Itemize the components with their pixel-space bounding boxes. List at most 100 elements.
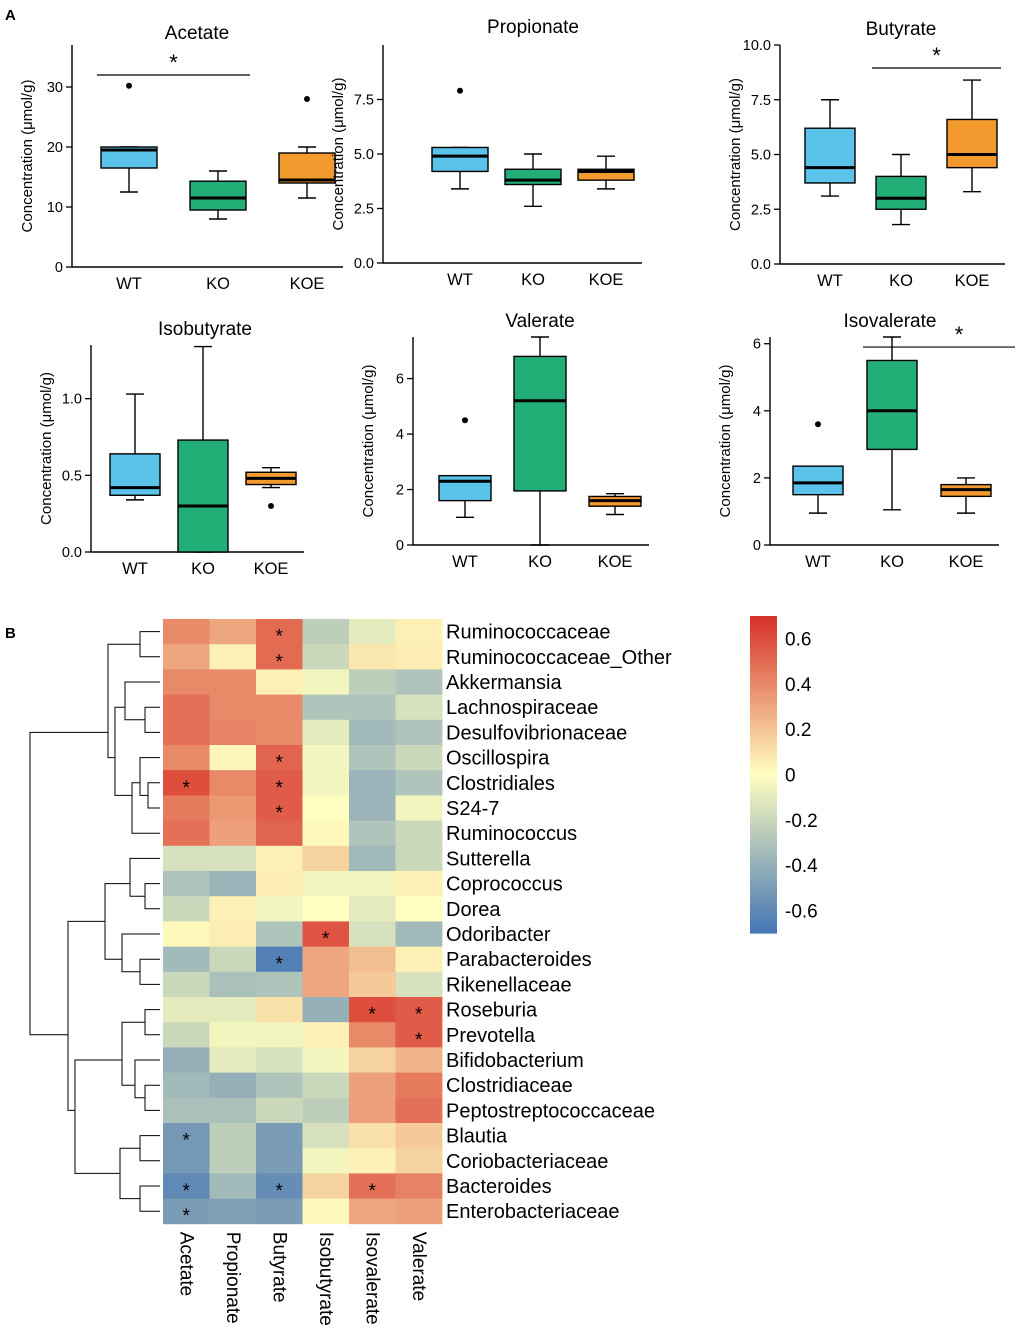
- x-category-label: WT: [452, 553, 478, 571]
- row-label: Peptostreptococcaceae: [446, 1100, 655, 1122]
- box-plot-2: Butyrate 0.0 2.5 5.0 7.5 10.0 Concentration (μ…: [727, 19, 1005, 290]
- y-tick-label: 0.5: [62, 468, 82, 484]
- heatmap-cell: [256, 845, 303, 872]
- outlier-point: [126, 82, 132, 89]
- colorbar-segment: [750, 679, 777, 684]
- heatmap-cell: [349, 770, 396, 796]
- heatmap-cell: [163, 921, 210, 947]
- box-ko: [189, 170, 247, 220]
- heatmap-cell: [163, 1097, 210, 1124]
- colorbar-segment: [750, 644, 777, 649]
- heatmap-cell: [256, 1173, 303, 1199]
- colorbar-segment: [750, 788, 777, 793]
- heatmap-cell: [163, 845, 210, 872]
- colorbar-tick-label: 0.4: [785, 675, 812, 696]
- significance-star: *: [276, 627, 284, 648]
- colorbar-segment: [750, 823, 777, 828]
- chart-title: Acetate: [165, 23, 229, 44]
- colorbar-segment: [750, 725, 777, 730]
- dendrogram-link: [124, 681, 160, 721]
- colorbar-segment: [750, 802, 777, 807]
- heatmap-cell: [349, 871, 396, 897]
- heatmap-cell: [256, 820, 303, 847]
- colorbar-tick-label: 0.6: [785, 630, 811, 651]
- box-wt: [792, 421, 844, 514]
- outlier-point: [457, 87, 463, 94]
- iqr-box: [875, 175, 927, 210]
- iqr-box: [177, 439, 229, 553]
- colorbar-segment: [750, 682, 777, 688]
- colorbar-segment: [750, 700, 777, 705]
- heatmap-cell: [302, 871, 350, 897]
- y-tick-label: 7.5: [751, 93, 771, 109]
- y-tick-label: 20: [47, 140, 63, 156]
- colorbar-segment: [750, 616, 777, 621]
- significance-star: *: [322, 929, 330, 950]
- heatmap-cell: [302, 1097, 350, 1124]
- row-label: Odoribacter: [446, 924, 551, 946]
- heatmap-cell: [302, 921, 350, 947]
- column-label: Propionate: [222, 1232, 243, 1324]
- box-wt: [109, 393, 161, 501]
- box-plot-3: Isobutyrate 0.0 0.5 1.0 Concentration (μmol/…: [38, 319, 304, 578]
- heatmap-cell: [163, 1047, 210, 1073]
- heatmap-cell: [256, 946, 303, 973]
- heatmap-cell: [209, 896, 257, 922]
- dendrogram-link: [131, 782, 160, 834]
- colorbar-segment: [750, 760, 777, 765]
- colorbar-segment: [750, 813, 777, 818]
- heatmap-cell: [395, 1022, 443, 1048]
- heatmap-cell: [395, 1072, 443, 1099]
- heatmap-cell: [163, 1198, 210, 1225]
- colorbar-segment: [750, 925, 777, 931]
- colorbar-segment: [750, 851, 777, 857]
- row-label: Clostridiales: [446, 773, 555, 795]
- dendrogram-link: [144, 706, 160, 733]
- row-label: Coriobacteriaceae: [446, 1151, 608, 1173]
- colorbar-segment: [750, 623, 777, 628]
- colorbar-tick-label: 0: [785, 766, 796, 787]
- dendrogram-link: [144, 883, 160, 910]
- heatmap-cell: [395, 1047, 443, 1073]
- heatmap-cell: [349, 845, 396, 872]
- box-koe: [278, 96, 336, 199]
- heatmap-cell: [163, 770, 210, 796]
- heatmap-cell: [163, 619, 210, 645]
- box-wt: [438, 417, 492, 518]
- heatmap-cell: [395, 644, 443, 670]
- colorbar-segment: [750, 640, 777, 645]
- heatmap-cell: [209, 694, 257, 721]
- box-plot-5: Isovalerate 0 2 4 6 Concentration (μmol/g) WT K…: [717, 311, 1015, 571]
- heatmap-cell: [256, 619, 303, 645]
- dendrogram-link: [121, 1021, 145, 1086]
- outlier-point: [268, 503, 274, 509]
- colorbar-segment: [750, 859, 777, 864]
- colorbar-segment: [750, 873, 777, 878]
- heatmap-cell: [395, 997, 443, 1023]
- y-tick-label: 1.0: [62, 392, 82, 408]
- heatmap-cell: [302, 971, 350, 998]
- row-label: Parabacteroides: [446, 949, 592, 971]
- heatmap-cell: [256, 694, 303, 721]
- significance-star: *: [183, 1206, 191, 1227]
- heatmap-cell: [256, 921, 303, 947]
- colorbar-segment: [750, 654, 777, 659]
- y-tick-label: 0.0: [62, 545, 82, 561]
- heatmap-cell: [349, 719, 396, 746]
- heatmap-cell: [395, 896, 443, 922]
- heatmap-cell: [302, 1123, 350, 1149]
- colorbar-segment: [750, 689, 777, 695]
- iqr-box: [866, 359, 918, 451]
- heatmap-cell: [209, 997, 257, 1023]
- column-label: Valerate: [408, 1232, 429, 1301]
- colorbar-segment: [750, 675, 777, 680]
- heatmap-cell: [395, 1173, 443, 1199]
- y-tick-label: 2.5: [354, 202, 374, 218]
- heatmap-cell: [395, 1097, 443, 1124]
- row-label: Ruminococcaceae_Other: [446, 647, 672, 669]
- heatmap-cell: [163, 1148, 210, 1174]
- y-axis-label: Concentration (μmol/g): [19, 80, 36, 233]
- colorbar: 0.6 0.4 0.2 0 -0.2 -0.4 -0.6: [750, 616, 818, 934]
- row-label: Lachnospiraceae: [446, 697, 598, 719]
